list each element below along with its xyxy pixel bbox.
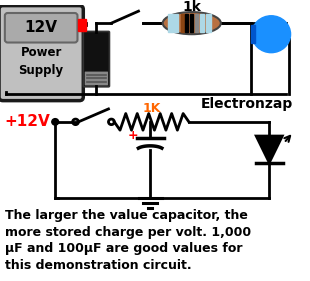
Circle shape (52, 119, 59, 125)
Text: 12V: 12V (25, 20, 58, 35)
Bar (78, 19, 86, 31)
Bar (195, 14, 198, 32)
Text: +12V: +12V (5, 114, 51, 129)
Text: Electronzap: Electronzap (200, 97, 293, 111)
Bar (206, 14, 211, 32)
Text: 1K: 1K (142, 103, 161, 115)
Text: Power
Supply: Power Supply (19, 46, 64, 77)
Bar (168, 14, 173, 32)
Bar (201, 14, 204, 32)
FancyBboxPatch shape (5, 13, 77, 42)
Text: 1k: 1k (182, 1, 201, 14)
FancyBboxPatch shape (83, 31, 109, 87)
Circle shape (252, 16, 290, 53)
Text: The larger the value capacitor, the
more stored charge per volt. 1,000
μF and 10: The larger the value capacitor, the more… (5, 210, 251, 272)
Polygon shape (256, 136, 283, 163)
FancyBboxPatch shape (0, 6, 83, 101)
Bar (185, 14, 188, 32)
FancyBboxPatch shape (85, 72, 108, 85)
Bar (174, 14, 178, 32)
Ellipse shape (163, 12, 221, 34)
Bar (251, 25, 255, 44)
Bar (190, 14, 193, 32)
Text: +: + (127, 129, 138, 142)
Bar (181, 14, 184, 32)
